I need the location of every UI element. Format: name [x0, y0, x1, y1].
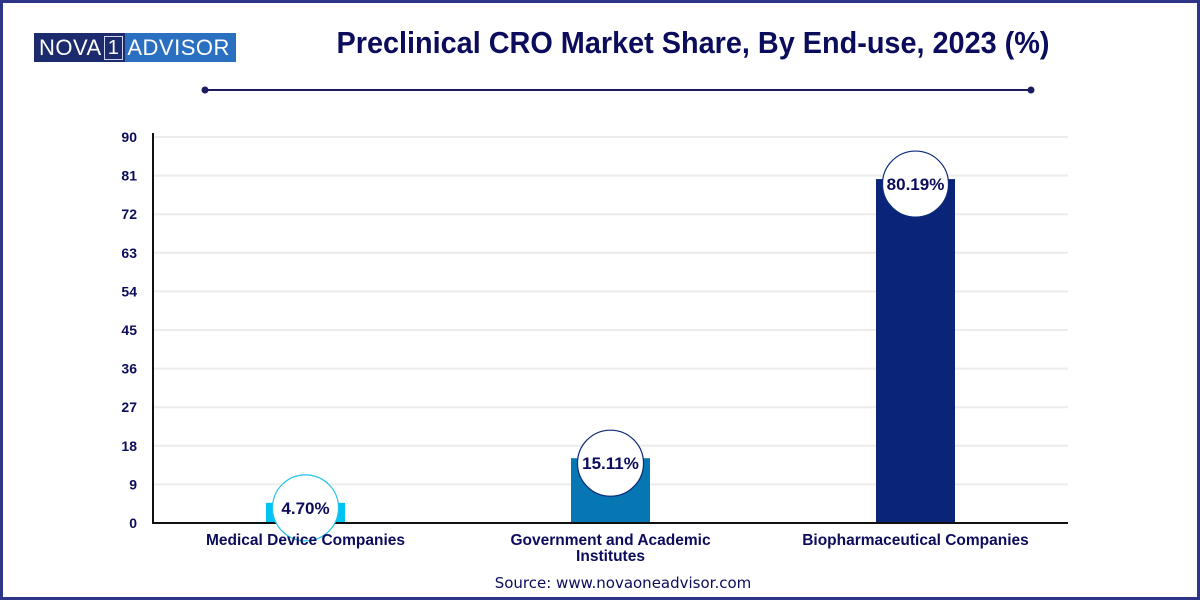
- chart-title: Preclinical CRO Market Share, By End-use…: [336, 25, 1050, 60]
- data-label: 80.19%: [887, 175, 945, 194]
- title-rule-dot-right: [1027, 86, 1035, 94]
- brand-logo: NOVA 1 ADVISOR: [34, 33, 236, 62]
- y-tick-label: 63: [121, 245, 137, 261]
- x-axis-labels: Medical Device Companies Government and A…: [206, 532, 1029, 565]
- y-tick-label: 81: [121, 168, 137, 184]
- data-label: 15.11%: [582, 454, 639, 473]
- data-label: 4.70%: [281, 499, 329, 518]
- y-tick-label: 9: [129, 476, 137, 492]
- y-axis-ticks: 0 9 18 27 36 45 54 63 72 81 90: [121, 129, 137, 531]
- y-tick-label: 54: [121, 283, 137, 299]
- y-tick-label: 90: [121, 129, 137, 145]
- source-note: Source: www.novaoneadvisor.com: [494, 574, 752, 592]
- x-tick-label: Biopharmaceutical Companies: [802, 532, 1029, 549]
- x-tick-label: Medical Device Companies: [206, 532, 405, 549]
- x-tick-label: Government and Academic: [510, 532, 711, 549]
- title-rule-dot-left: [201, 86, 209, 94]
- data-label-bubble: [576, 429, 645, 497]
- logo-text-advisor: ADVISOR: [125, 33, 236, 62]
- x-tick-label: Institutes: [576, 548, 645, 565]
- y-tick-label: 0: [129, 515, 137, 531]
- y-tick-label: 45: [121, 322, 137, 338]
- data-label-bubble: [881, 150, 950, 218]
- title-rule: [201, 86, 1035, 94]
- y-tick-label: 18: [121, 438, 137, 454]
- y-tick-label: 36: [121, 361, 137, 377]
- data-label-bubble: [271, 474, 340, 542]
- y-tick-label: 27: [121, 399, 137, 415]
- logo-text-nova: NOVA: [39, 35, 102, 60]
- data-labels: 4.70% 15.11% 80.19%: [271, 150, 950, 542]
- bar: [876, 179, 955, 523]
- y-tick-label: 72: [121, 206, 137, 222]
- logo-left: NOVA 1: [34, 33, 126, 62]
- logo-text-one: 1: [103, 35, 124, 60]
